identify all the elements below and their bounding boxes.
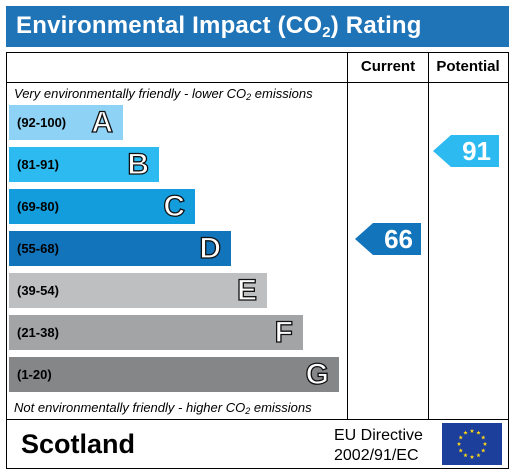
band-d: (55-68) D	[9, 231, 231, 266]
note-bottom: Not environmentally friendly - higher CO…	[14, 400, 312, 416]
title-prefix: Environmental Impact (CO	[16, 12, 323, 39]
eu-star	[476, 452, 481, 458]
current-rating-value: 66	[384, 224, 413, 254]
directive-line-2: 2002/91/EC	[334, 447, 419, 464]
band-letter: E	[236, 273, 257, 307]
band-letter: G	[305, 357, 330, 391]
note-bottom-suffix: emissions	[250, 400, 312, 415]
title-subscript: 2	[322, 24, 331, 41]
eu-star	[481, 448, 486, 453]
band-range: (55-68)	[17, 241, 59, 256]
divider-current	[347, 52, 348, 420]
note-top: Very environmentally friendly - lower CO…	[14, 86, 313, 102]
eu-directive: EU Directive 2002/91/EC	[334, 426, 423, 466]
band-range: (21-38)	[17, 325, 59, 340]
title-suffix: ) Rating	[330, 12, 422, 39]
band-range: (92-100)	[17, 115, 67, 130]
title-bar: Environmental Impact (CO2) Rating	[6, 6, 509, 47]
column-header-current: Current	[360, 58, 416, 75]
eu-star	[463, 430, 468, 435]
band-letter: C	[163, 189, 186, 223]
eu-flag-icon	[442, 423, 502, 465]
footer: Scotland EU Directive 2002/91/EC	[6, 420, 509, 469]
country-label: Scotland	[21, 429, 136, 459]
potential-rating-arrow: 91	[433, 135, 499, 167]
current-rating-arrow: 66	[355, 223, 421, 255]
eu-star	[482, 441, 488, 446]
eu-star	[458, 435, 463, 440]
band-letter: B	[127, 147, 150, 181]
directive-line-1: EU Directive	[334, 427, 423, 444]
potential-rating-value: 91	[462, 136, 491, 166]
column-header-potential: Potential	[436, 58, 500, 75]
band-letter: F	[274, 315, 294, 349]
note-bottom-prefix: Not environmentally friendly - higher CO	[14, 400, 246, 415]
eu-star	[481, 435, 486, 440]
band-letter: A	[91, 105, 114, 139]
band-f: (21-38) F	[9, 315, 303, 350]
eu-star	[456, 441, 462, 446]
eu-star	[476, 430, 481, 435]
note-top-prefix: Very environmentally friendly - lower CO	[14, 86, 247, 101]
note-top-sub: 2	[246, 92, 252, 102]
header-rule	[347, 82, 508, 83]
page-title: Environmental Impact (CO2) Rating	[16, 12, 422, 41]
eu-star	[469, 454, 475, 459]
note-bottom-sub: 2	[245, 406, 251, 416]
band-range: (1-20)	[17, 367, 52, 382]
eu-star	[469, 428, 475, 433]
band-a: (92-100) A	[9, 105, 123, 140]
band-e: (39-54) E	[9, 273, 267, 308]
divider-potential	[428, 52, 429, 420]
band-range: (69-80)	[17, 199, 59, 214]
note-top-suffix: emissions	[251, 86, 313, 101]
band-letter: D	[199, 231, 222, 265]
band-b: (81-91) B	[9, 147, 159, 182]
band-c: (69-80) C	[9, 189, 195, 224]
eu-star	[458, 448, 463, 453]
header-rule-left	[6, 82, 347, 83]
band-range: (81-91)	[17, 157, 59, 172]
band-g: (1-20) G	[9, 357, 339, 392]
band-range: (39-54)	[17, 283, 59, 298]
eu-star	[463, 452, 468, 458]
eu-flag-stars	[456, 428, 488, 459]
